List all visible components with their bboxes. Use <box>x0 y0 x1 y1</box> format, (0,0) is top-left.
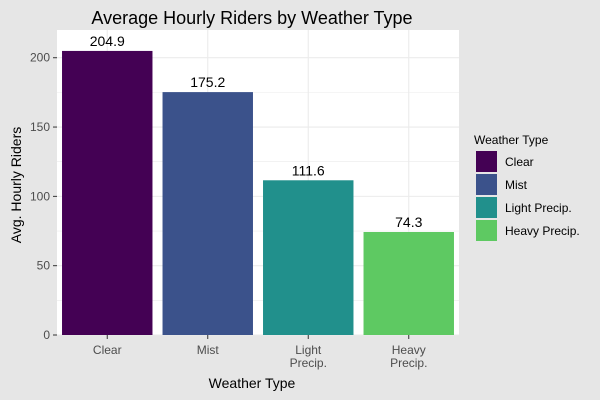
bar-value-label: 204.9 <box>90 33 125 49</box>
bar-value-label: 111.6 <box>292 162 325 178</box>
x-tick-label: Light Precip. <box>290 343 327 370</box>
legend-swatch <box>476 197 497 218</box>
bar-value-label: 74.3 <box>395 214 422 230</box>
bars <box>62 50 454 336</box>
y-axis: 0 50 100 150 200 <box>30 51 57 342</box>
bar <box>162 92 253 335</box>
legend-label: Clear <box>505 155 534 169</box>
legend-swatch <box>476 151 497 172</box>
x-axis: Clear Mist Light Precip. Heavy Precip. <box>93 335 427 370</box>
x-axis-title: Weather Type <box>209 375 296 391</box>
legend-items: Clear Mist Light Precip. Heavy Precip. <box>476 151 580 241</box>
legend-swatch <box>476 220 497 241</box>
legend: Weather Type Clear Mist Light Precip. Heavy… <box>474 133 580 241</box>
x-tick-label: Mist <box>197 343 220 357</box>
y-tick-label: 150 <box>30 120 50 134</box>
y-axis-title: Avg. Hourly Riders <box>8 127 24 243</box>
bar <box>263 180 354 335</box>
legend-swatch <box>476 174 497 195</box>
bar <box>62 50 153 336</box>
x-tick-label: Clear <box>93 343 122 357</box>
chart-title: Average Hourly Riders by Weather Type <box>91 8 412 28</box>
y-tick-label: 200 <box>30 51 50 65</box>
legend-label: Heavy Precip. <box>505 224 580 238</box>
y-tick-label: 50 <box>37 259 51 273</box>
x-tick-label: Heavy Precip. <box>390 343 427 370</box>
legend-label: Mist <box>505 178 528 192</box>
legend-title: Weather Type <box>474 133 549 147</box>
bar <box>363 231 454 335</box>
legend-label: Light Precip. <box>505 201 572 215</box>
y-tick-label: 100 <box>30 189 50 203</box>
bar-value-labels: 204.9 175.2 111.6 74.3 <box>90 33 423 230</box>
y-tick-label: 0 <box>43 328 50 342</box>
bar-value-label: 175.2 <box>190 74 225 90</box>
